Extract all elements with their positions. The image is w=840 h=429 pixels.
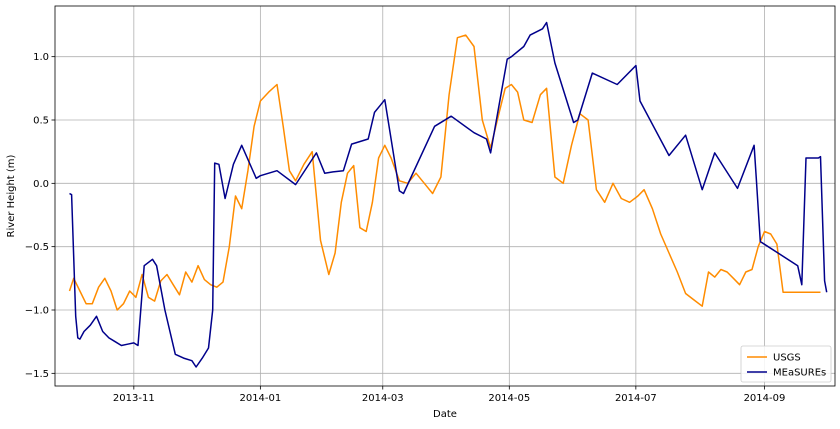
y-tick-label: 0.5 xyxy=(33,116,49,127)
y-tick-label: 1.0 xyxy=(33,52,49,63)
legend-box xyxy=(740,345,832,383)
y-axis-label: River Height (m) xyxy=(6,154,17,237)
ticks: 2013-11 2014-01 2014-03 2014-05 2014-07 2014-… xyxy=(25,52,786,404)
x-tick-label: 2013-11 xyxy=(113,393,155,404)
legend-label: USGS xyxy=(773,353,801,364)
series-line-usgs xyxy=(68,34,821,311)
x-axis-label: Date xyxy=(433,409,457,420)
plot-frame xyxy=(54,5,836,387)
legend-label: MEaSUREs xyxy=(773,368,826,379)
x-tick-label: 2014-07 xyxy=(615,393,657,404)
y-tick-label: −1.5 xyxy=(25,369,49,380)
series-lines xyxy=(68,21,828,368)
legend: USGS MEaSUREs xyxy=(740,345,832,383)
y-tick-label: −0.5 xyxy=(25,242,49,253)
series-line-measures xyxy=(69,21,828,368)
x-tick-label: 2014-01 xyxy=(239,393,281,404)
y-tick-label: 0.0 xyxy=(33,179,49,190)
y-tick-label: −1.0 xyxy=(25,306,49,317)
grid xyxy=(55,6,835,386)
x-tick-label: 2014-03 xyxy=(362,393,404,404)
x-tick-label: 2014-05 xyxy=(488,393,530,404)
x-tick-label: 2014-09 xyxy=(744,393,786,404)
